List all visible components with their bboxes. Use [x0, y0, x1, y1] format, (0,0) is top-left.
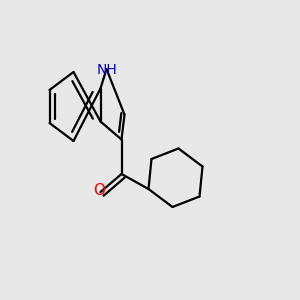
- Text: O: O: [94, 183, 106, 198]
- Text: NH: NH: [97, 63, 118, 76]
